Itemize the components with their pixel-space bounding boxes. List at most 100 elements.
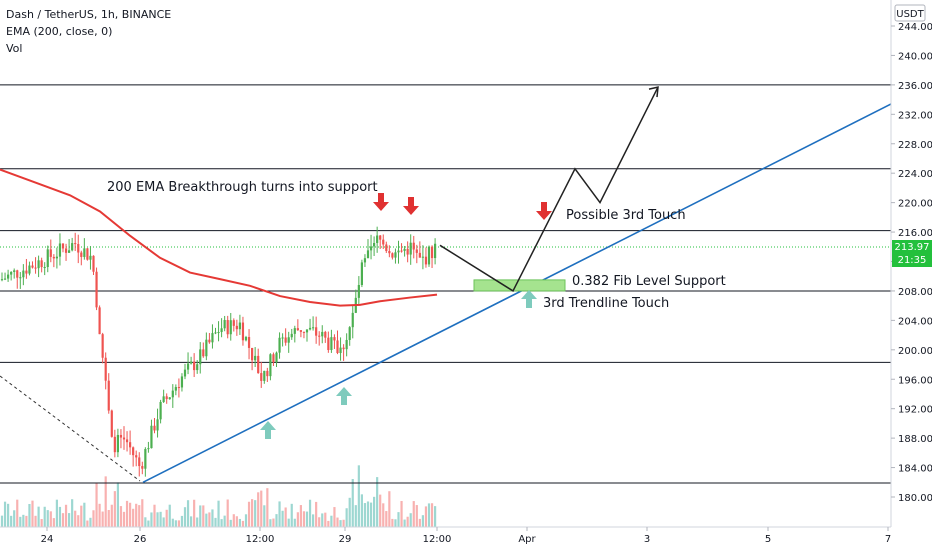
volume-bar	[394, 519, 397, 527]
volume-bar	[13, 510, 16, 527]
horizontal-levels[interactable]	[0, 84, 891, 484]
volume-bar	[278, 501, 281, 527]
candle-body	[211, 333, 214, 343]
candle-body	[260, 373, 263, 381]
candle-body	[293, 328, 296, 334]
candle-body	[199, 349, 202, 365]
candle-body	[342, 347, 345, 350]
volume-bar	[7, 503, 10, 527]
volume-bar	[238, 518, 241, 527]
candle-body	[403, 248, 406, 251]
candle-body	[232, 320, 235, 326]
candle-body	[305, 329, 309, 333]
candle-body	[68, 250, 71, 253]
volume-bar	[266, 488, 269, 527]
candle-body	[40, 260, 43, 268]
candle-body	[129, 442, 132, 448]
volume-bar	[434, 506, 437, 527]
time-tick-label: 3	[644, 534, 650, 545]
candle-body	[223, 320, 226, 329]
volume-bar	[354, 505, 357, 527]
volume-bar	[101, 511, 104, 527]
old-trendline[interactable]	[0, 375, 141, 482]
candle-body	[13, 270, 16, 272]
volume-bar	[263, 505, 266, 527]
candle-body	[406, 248, 409, 255]
volume-bar	[327, 520, 330, 527]
time-tick-label: 12:00	[246, 534, 275, 545]
down-arrow-icon	[373, 193, 389, 211]
candle-body	[385, 244, 388, 252]
candle-body	[171, 390, 174, 398]
volume-bar	[159, 511, 162, 527]
volume-bar	[3, 501, 7, 527]
volume-bar	[406, 516, 409, 527]
candle-body	[202, 349, 205, 357]
volume-bar	[391, 518, 394, 527]
candle-body	[388, 251, 391, 254]
candle-body	[52, 256, 55, 259]
volume-bar	[83, 502, 86, 527]
projection-arrowhead	[648, 86, 659, 98]
volume-bar	[165, 509, 168, 527]
projection-path[interactable]	[439, 86, 659, 293]
candle-body	[0, 279, 4, 281]
volume-bar	[379, 494, 382, 527]
candle-body	[89, 255, 92, 260]
candle-body	[394, 252, 397, 258]
symbol-line[interactable]: Dash / TetherUS, 1h, BINANCE	[6, 8, 172, 21]
volume-bar	[116, 482, 119, 527]
candle-body	[61, 243, 65, 249]
candle-body	[25, 270, 28, 274]
candle-body	[379, 235, 382, 240]
arrow-markers[interactable]	[260, 193, 552, 439]
volume-bar	[10, 515, 13, 527]
price-tick-label: 208.00	[898, 287, 932, 298]
candle-body	[226, 320, 229, 335]
fib-zone[interactable]	[473, 279, 566, 292]
time-axis[interactable]: 24 26 12:00 29 12:00 Apr 3 5 7	[0, 526, 891, 545]
candle-body	[64, 248, 68, 253]
chart-legend[interactable]: Dash / TetherUS, 1h, BINANCE EMA (200, c…	[6, 6, 171, 57]
candle-body	[80, 252, 83, 257]
time-tick-label: 29	[339, 534, 352, 545]
volume-bar	[61, 513, 65, 527]
volume-bar	[351, 479, 354, 527]
candle-body	[290, 333, 293, 338]
volume-bar	[196, 517, 199, 527]
volume-bar	[251, 499, 254, 527]
volume-bar	[122, 511, 126, 527]
candle-body	[71, 243, 74, 251]
volume-bar	[119, 506, 123, 527]
volume-bar	[369, 502, 373, 527]
price-axis[interactable]: USDT 244.00 240.00 236.00 232.00 228.00 224.0…	[890, 0, 932, 527]
volume-bar	[46, 510, 49, 527]
trendline-line	[142, 103, 892, 483]
volume-bar	[25, 515, 28, 527]
candle-body	[296, 328, 299, 331]
volume-bar	[324, 512, 327, 527]
plot-area[interactable]	[0, 0, 891, 527]
candle-body	[156, 419, 159, 431]
annotations[interactable]: 200 EMA Breakthrough turns into support …	[107, 180, 726, 311]
candle-body	[324, 331, 327, 338]
candle-body	[135, 455, 138, 458]
candle-body	[98, 307, 101, 335]
candle-body	[357, 284, 360, 298]
candle-body	[113, 436, 116, 453]
currency-badge[interactable]	[894, 4, 926, 22]
price-tick-label: 200.00	[898, 346, 932, 357]
candle-body	[58, 243, 62, 257]
trendline[interactable]	[142, 103, 892, 483]
candle-body	[16, 270, 19, 278]
indicator-line[interactable]: EMA (200, close, 0)	[6, 25, 113, 38]
volume-line[interactable]: Vol	[6, 42, 23, 55]
candle-body	[101, 334, 104, 358]
fib-label: 0.382 Fib Level Support	[572, 274, 726, 289]
volume-bar	[141, 499, 144, 527]
price-tick-label: 224.00	[898, 169, 932, 180]
down-arrow-icon	[536, 202, 552, 220]
volume-bar	[43, 506, 46, 527]
